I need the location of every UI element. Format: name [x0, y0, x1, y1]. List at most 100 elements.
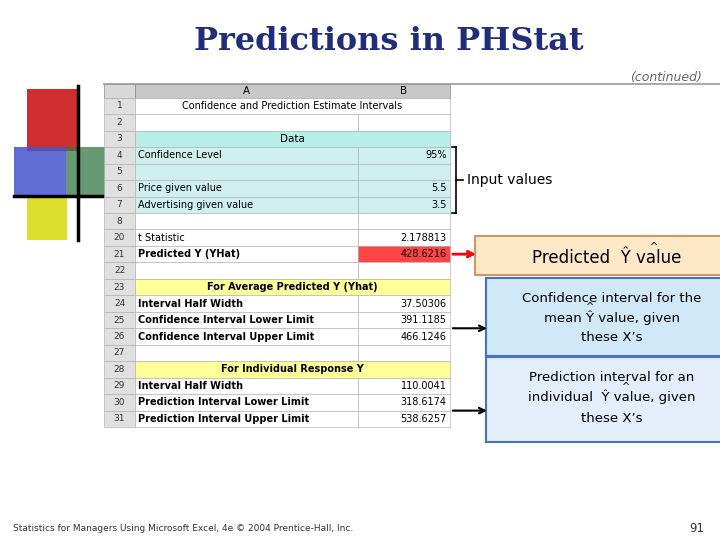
Text: 22: 22	[114, 266, 125, 275]
FancyBboxPatch shape	[104, 279, 135, 295]
Text: 24: 24	[114, 299, 125, 308]
Text: 91: 91	[689, 522, 704, 535]
FancyBboxPatch shape	[104, 197, 135, 213]
Text: A: A	[243, 86, 250, 96]
FancyBboxPatch shape	[135, 180, 358, 197]
Text: 31: 31	[114, 414, 125, 423]
Text: ^: ^	[650, 242, 658, 252]
Text: Confidence Level: Confidence Level	[138, 150, 222, 160]
FancyBboxPatch shape	[135, 246, 358, 262]
FancyBboxPatch shape	[135, 84, 450, 98]
Text: 23: 23	[114, 282, 125, 292]
Text: 5.5: 5.5	[431, 183, 446, 193]
Text: For Individual Response Y: For Individual Response Y	[221, 364, 364, 374]
Text: Interval Half Width: Interval Half Width	[138, 381, 243, 391]
Text: Predicted  Ŷ value: Predicted Ŷ value	[532, 249, 681, 267]
Text: 538.6257: 538.6257	[400, 414, 446, 424]
Text: individual  Ŷ value, given: individual Ŷ value, given	[528, 390, 696, 404]
Text: 25: 25	[114, 315, 125, 325]
Text: Confidence Interval Lower Limit: Confidence Interval Lower Limit	[138, 315, 314, 325]
FancyBboxPatch shape	[358, 410, 450, 427]
FancyBboxPatch shape	[358, 164, 450, 180]
FancyBboxPatch shape	[104, 312, 135, 328]
FancyBboxPatch shape	[358, 197, 450, 213]
Text: (continued): (continued)	[630, 71, 702, 84]
FancyBboxPatch shape	[135, 279, 450, 295]
FancyBboxPatch shape	[104, 213, 135, 230]
FancyBboxPatch shape	[104, 98, 135, 114]
FancyBboxPatch shape	[135, 312, 358, 328]
FancyBboxPatch shape	[135, 361, 450, 377]
FancyBboxPatch shape	[104, 164, 135, 180]
Text: 8: 8	[117, 217, 122, 226]
FancyBboxPatch shape	[104, 147, 135, 164]
FancyBboxPatch shape	[358, 246, 450, 262]
Text: 466.1246: 466.1246	[400, 332, 446, 341]
Text: 21: 21	[114, 249, 125, 259]
FancyBboxPatch shape	[104, 230, 135, 246]
FancyBboxPatch shape	[475, 236, 720, 275]
FancyBboxPatch shape	[135, 147, 358, 164]
Text: ^: ^	[586, 302, 594, 312]
FancyBboxPatch shape	[104, 377, 135, 394]
Text: 3: 3	[117, 134, 122, 144]
Text: 4: 4	[117, 151, 122, 160]
FancyBboxPatch shape	[104, 361, 135, 377]
FancyBboxPatch shape	[135, 345, 358, 361]
Text: Interval Half Width: Interval Half Width	[138, 299, 243, 308]
FancyBboxPatch shape	[358, 262, 450, 279]
FancyBboxPatch shape	[104, 114, 135, 131]
FancyBboxPatch shape	[66, 147, 106, 197]
Text: Input values: Input values	[467, 173, 552, 187]
Text: Prediction interval for an: Prediction interval for an	[529, 370, 695, 383]
Text: ^: ^	[622, 382, 630, 392]
FancyBboxPatch shape	[486, 278, 720, 356]
FancyBboxPatch shape	[358, 345, 450, 361]
FancyBboxPatch shape	[135, 410, 358, 427]
Text: mean Ŷ value, given: mean Ŷ value, given	[544, 310, 680, 325]
Text: 110.0041: 110.0041	[400, 381, 446, 391]
Text: 30: 30	[114, 398, 125, 407]
Text: 2.178813: 2.178813	[400, 233, 446, 242]
FancyBboxPatch shape	[358, 328, 450, 345]
FancyBboxPatch shape	[104, 180, 135, 197]
FancyBboxPatch shape	[104, 84, 135, 98]
Text: For Average Predicted Y (Yhat): For Average Predicted Y (Yhat)	[207, 282, 377, 292]
Text: 1: 1	[117, 102, 122, 111]
Text: Data: Data	[280, 134, 305, 144]
FancyBboxPatch shape	[135, 328, 358, 345]
Text: Predicted Y (YHat): Predicted Y (YHat)	[138, 249, 240, 259]
Text: Confidence and Prediction Estimate Intervals: Confidence and Prediction Estimate Inter…	[182, 101, 402, 111]
Text: 3.5: 3.5	[431, 200, 446, 210]
Text: 7: 7	[117, 200, 122, 210]
Text: B: B	[400, 86, 408, 96]
Text: Statistics for Managers Using Microsoft Excel, 4e © 2004 Prentice-Hall, Inc.: Statistics for Managers Using Microsoft …	[13, 524, 354, 532]
Text: 28: 28	[114, 365, 125, 374]
Text: Confidence interval for the: Confidence interval for the	[522, 292, 702, 305]
Text: 6: 6	[117, 184, 122, 193]
FancyBboxPatch shape	[358, 114, 450, 131]
Text: 26: 26	[114, 332, 125, 341]
FancyBboxPatch shape	[135, 98, 450, 114]
FancyBboxPatch shape	[358, 377, 450, 394]
FancyBboxPatch shape	[104, 394, 135, 410]
Text: 391.1185: 391.1185	[400, 315, 446, 325]
Text: 29: 29	[114, 381, 125, 390]
Text: Prediction Interval Lower Limit: Prediction Interval Lower Limit	[138, 397, 310, 407]
FancyBboxPatch shape	[135, 230, 358, 246]
FancyBboxPatch shape	[104, 131, 135, 147]
FancyBboxPatch shape	[358, 295, 450, 312]
FancyBboxPatch shape	[358, 230, 450, 246]
FancyBboxPatch shape	[104, 410, 135, 427]
FancyBboxPatch shape	[27, 196, 67, 240]
Text: 5: 5	[117, 167, 122, 177]
FancyBboxPatch shape	[358, 213, 450, 230]
Text: 37.50306: 37.50306	[400, 299, 446, 308]
Text: Prediction Interval Upper Limit: Prediction Interval Upper Limit	[138, 414, 310, 424]
FancyBboxPatch shape	[135, 394, 358, 410]
Text: these X’s: these X’s	[581, 412, 643, 425]
FancyBboxPatch shape	[27, 89, 79, 151]
FancyBboxPatch shape	[14, 147, 66, 197]
Text: t Statistic: t Statistic	[138, 233, 185, 242]
FancyBboxPatch shape	[358, 180, 450, 197]
